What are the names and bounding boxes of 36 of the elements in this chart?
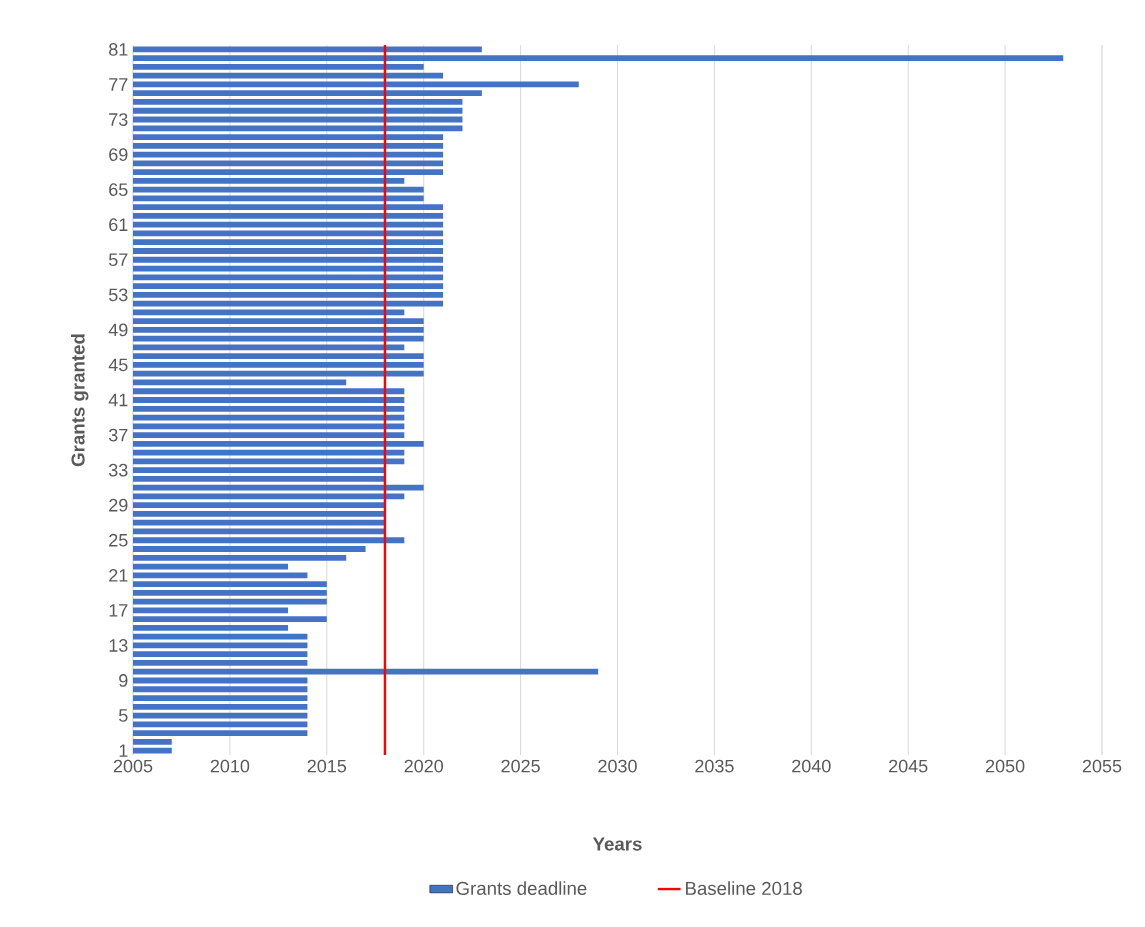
x-tick-label: 2005 — [113, 759, 153, 773]
y-tick-label: 45 — [108, 358, 128, 372]
y-tick-label: 5 — [119, 709, 128, 722]
y-tick-label: 25 — [109, 533, 128, 547]
y-tick-label: 21 — [109, 569, 128, 582]
y-tick-label: 41 — [108, 393, 128, 407]
x-tick-label: 2035 — [695, 759, 734, 773]
y-tick-label: 61 — [109, 218, 128, 232]
y-tick-label: 77 — [109, 78, 128, 91]
y-tick-label: 29 — [109, 498, 128, 512]
legend-label: Baseline 2018 — [685, 881, 802, 895]
x-tick-label: 2015 — [307, 759, 347, 773]
y-tick-label: 53 — [108, 288, 128, 302]
y-tick-label: 69 — [109, 148, 128, 161]
x-tick-label: 2055 — [1082, 759, 1122, 773]
x-tick-label: 2050 — [985, 759, 1025, 773]
y-tick-label: 65 — [109, 183, 128, 196]
x-tick-label: 2030 — [598, 759, 637, 773]
x-tick-label: 2045 — [889, 759, 928, 773]
y-tick-label: 81 — [109, 43, 128, 56]
y-tick-label: 73 — [109, 113, 128, 126]
x-tick-label: 2010 — [210, 759, 250, 773]
y-tick-label: 17 — [109, 604, 128, 617]
y-tick-label: 57 — [108, 253, 128, 267]
x-tick-label: 2040 — [792, 759, 831, 773]
y-tick-label: 1 — [119, 744, 128, 757]
y-tick-label: 37 — [108, 428, 128, 442]
x-tick-label: 2025 — [501, 759, 540, 773]
y-tick-label: 49 — [108, 323, 128, 337]
legend-label: Grants deadline — [456, 881, 587, 895]
y-axis-title: Grants granted — [70, 334, 89, 467]
x-tick-label: 2020 — [404, 759, 444, 773]
x-axis-title: Years — [592, 837, 642, 851]
y-tick-label: 33 — [108, 463, 128, 477]
y-tick-label: 9 — [119, 674, 128, 687]
y-tick-label: 13 — [109, 639, 128, 652]
